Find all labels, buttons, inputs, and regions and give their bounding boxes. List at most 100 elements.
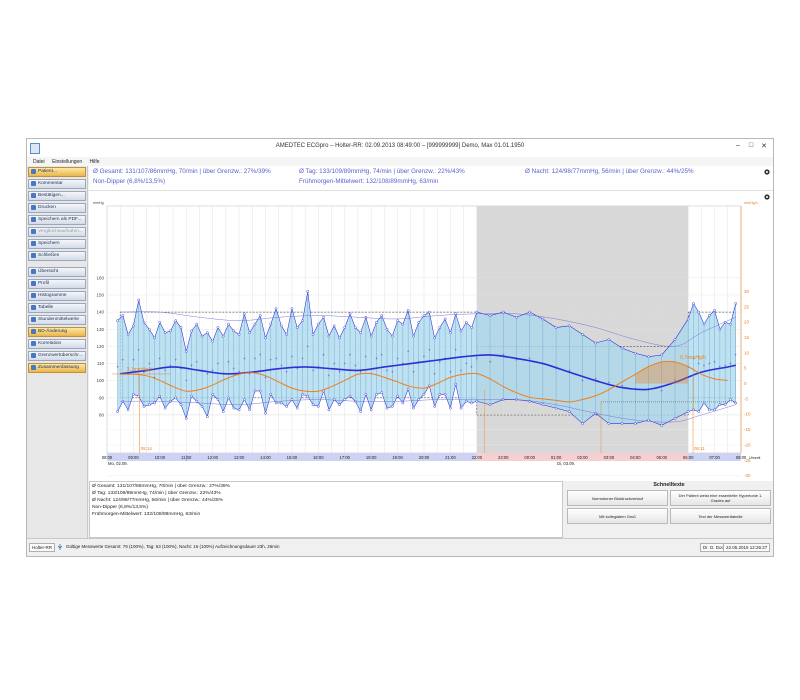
- right-tick-label: -25: [744, 458, 751, 463]
- title-bar: AMEDTEC ECGpro – Holter-RR: 02.09.2013 0…: [27, 139, 773, 158]
- chart-settings-gear-icon[interactable]: [763, 193, 771, 201]
- menu-einstellungen[interactable]: Einstellungen: [52, 159, 83, 165]
- sidebar-item-1[interactable]: Kommentar: [28, 179, 86, 189]
- systole-point: [295, 326, 299, 329]
- sidebar-item-15[interactable]: Grenzwertüberschr...: [28, 351, 86, 361]
- systole-point: [253, 322, 257, 326]
- mean-point: +: [169, 363, 172, 368]
- quicktext-button-hypertonie[interactable]: Der Patient weist eine essentielle Hyper…: [670, 490, 771, 506]
- mean-point: +: [698, 361, 701, 366]
- diastole-point: [488, 403, 492, 407]
- quicktext-button-messwerttabelle[interactable]: Text der Messwerttabelle: [670, 508, 771, 524]
- sidebar-item-13[interactable]: BD-Änderung: [28, 327, 86, 337]
- mean-point: +: [428, 347, 431, 352]
- systole-point: [697, 310, 701, 314]
- diastole-point: [412, 406, 415, 410]
- mean-point: +: [275, 356, 278, 361]
- systole-point: [301, 319, 304, 322]
- systole-point: [227, 322, 230, 326]
- diastole-point: [464, 399, 468, 403]
- sidebar-item-16[interactable]: Zusammenfassung: [28, 363, 86, 373]
- systole-trend-line: [120, 311, 736, 347]
- sidebar-item-10[interactable]: Histogramme: [28, 291, 86, 301]
- sidebar-item-label: Kommentar: [38, 181, 63, 186]
- x-tick-label: 17:00: [340, 455, 351, 460]
- bp-chart[interactable]: mmHg8090100110120130140150160mmHg/h30252…: [89, 191, 773, 481]
- quicktext-button-gruss[interactable]: Mit kollegialem Gruß: [567, 508, 668, 524]
- diastole-point: [729, 398, 732, 401]
- x-tick-label: 20:00: [419, 455, 430, 460]
- diastole-line: [117, 384, 736, 426]
- app-icon: [30, 143, 40, 154]
- sidebar-item-7[interactable]: Schließen: [28, 251, 86, 261]
- sidebar-item-12[interactable]: Stundenmittelwerte: [28, 315, 86, 325]
- night-axis-strip: [476, 453, 689, 461]
- mean-point: +: [621, 383, 624, 388]
- diastole-point: [306, 394, 310, 398]
- minimize-icon[interactable]: –: [736, 142, 740, 149]
- notes-textarea[interactable]: Ø Gesamt: 131/107/86mmHg, 70/min | über …: [89, 481, 563, 538]
- settings-gear-icon[interactable]: [763, 168, 771, 176]
- close-window-icon[interactable]: ✕: [761, 143, 767, 150]
- systole-point: [581, 333, 584, 336]
- mean-point: +: [734, 352, 737, 357]
- menu-hilfe[interactable]: Hilfe: [89, 159, 100, 165]
- diastole-point: [327, 408, 331, 412]
- app-window: AMEDTEC ECGpro – Holter-RR: 02.09.2013 0…: [26, 138, 774, 557]
- systole-point: [343, 326, 347, 329]
- menu-bar: Datei Einstellungen Hilfe: [27, 157, 773, 166]
- sidebar-item-3[interactable]: Drucken: [28, 203, 86, 213]
- left-tick-label: 80: [99, 413, 105, 418]
- diastole-point: [227, 396, 230, 400]
- systole-point: [232, 329, 236, 333]
- mean-point: +: [285, 370, 288, 375]
- maximize-icon[interactable]: □: [748, 142, 754, 149]
- mean-point: +: [594, 376, 597, 381]
- sidebar-item-label: Speichern als PDF...: [38, 217, 82, 222]
- sidebar-item-2[interactable]: Bestätigen...: [28, 191, 86, 201]
- mean-point: +: [349, 352, 352, 357]
- sidebar-item-11[interactable]: Tabelle: [28, 303, 86, 313]
- diastole-point: [274, 401, 278, 405]
- diastole-trend-line: [120, 398, 736, 423]
- sidebar-item-8[interactable]: Übersicht: [28, 267, 86, 277]
- systole-point: [401, 322, 405, 326]
- systole-point: [311, 333, 315, 336]
- systole-point: [647, 355, 650, 359]
- right-tick-label: -15: [744, 427, 751, 432]
- mean-point: +: [386, 368, 389, 373]
- diastole-point: [697, 410, 701, 413]
- diastole-point: [237, 408, 241, 412]
- mean-point: +: [206, 371, 209, 376]
- diastole-point: [620, 422, 624, 425]
- sidebar-item-4[interactable]: Speichern als PDF...: [28, 215, 86, 225]
- sidebar-item-6[interactable]: Speichern: [28, 239, 86, 249]
- mean-point: +: [391, 370, 394, 375]
- sidebar-item-9[interactable]: Profil: [28, 279, 86, 289]
- quicktext-button-normoton[interactable]: Normotoner Blutdruckverlauf: [567, 490, 668, 506]
- status-datetime: 22.05.2015 12:26:27: [723, 543, 771, 552]
- diastole-point: [359, 410, 362, 413]
- left-tick-label: 160: [96, 275, 104, 280]
- diastole-point: [692, 408, 695, 412]
- sidebar-item-label: Patient...: [38, 169, 57, 174]
- systole-point: [243, 312, 246, 316]
- mean-point: +: [661, 388, 664, 393]
- diastole-point: [406, 387, 410, 391]
- diastole-point: [567, 410, 571, 413]
- summary-icon: [31, 365, 36, 370]
- systole-point: [369, 334, 373, 338]
- systole-point: [317, 322, 320, 326]
- sidebar-item-14[interactable]: Korrelation: [28, 339, 86, 349]
- systole-point: [475, 310, 479, 314]
- diastole-point: [475, 399, 479, 403]
- left-tick-label: 130: [96, 327, 104, 332]
- sidebar-item-0[interactable]: Patient...: [28, 167, 86, 177]
- sidebar-item-5[interactable]: Vergleichsaufnahm...: [28, 227, 86, 237]
- menu-datei[interactable]: Datei: [33, 159, 45, 165]
- save-icon: [31, 241, 36, 246]
- diastole-point: [634, 422, 637, 425]
- mean-point: +: [238, 370, 241, 375]
- x-tick-label: 19:00: [392, 455, 403, 460]
- diastole-point: [211, 393, 214, 396]
